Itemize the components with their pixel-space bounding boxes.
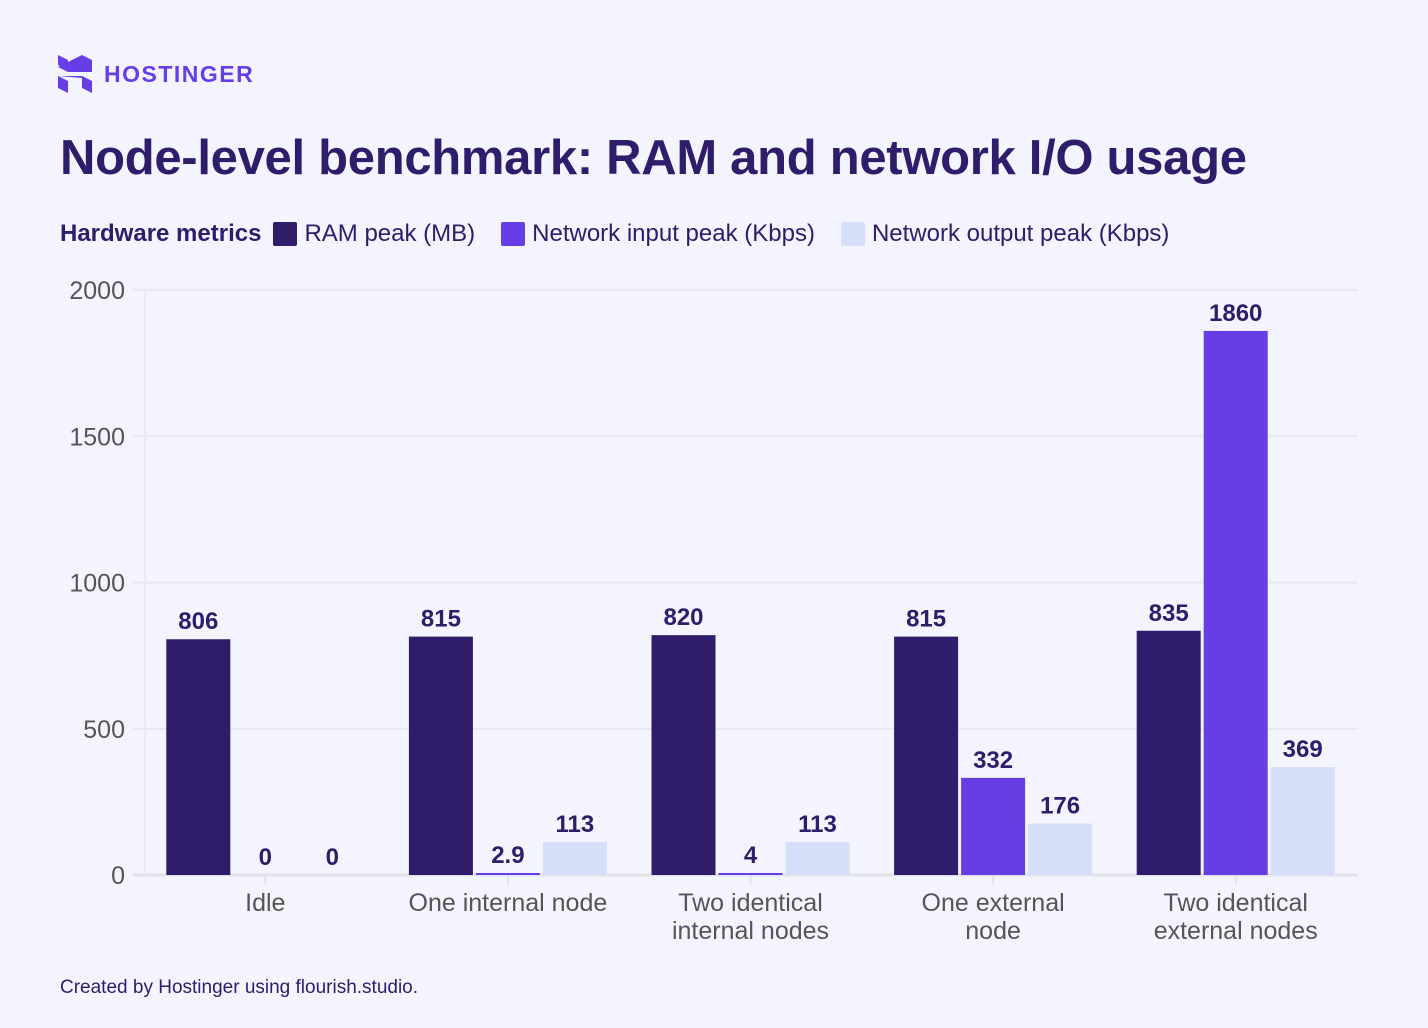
data-label: 820 bbox=[663, 604, 703, 631]
x-tick-label: internal nodes bbox=[672, 917, 829, 945]
legend-title: Hardware metrics bbox=[60, 220, 262, 247]
data-label: 2.9 bbox=[491, 842, 524, 869]
bar-network-output bbox=[542, 841, 607, 875]
bar-network-input bbox=[961, 777, 1026, 875]
bar-network-output bbox=[785, 841, 850, 875]
data-label: 4 bbox=[744, 842, 758, 869]
y-tick-label: 0 bbox=[111, 862, 125, 890]
x-tick-label: Idle bbox=[245, 889, 285, 917]
bar-ram bbox=[651, 635, 716, 875]
data-label: 369 bbox=[1283, 736, 1323, 763]
bar-network-input bbox=[475, 873, 540, 875]
bar-ram bbox=[166, 639, 231, 875]
data-label: 815 bbox=[906, 606, 946, 633]
x-tick-label: Two identical bbox=[1163, 889, 1308, 917]
data-label: 815 bbox=[421, 606, 461, 633]
data-label: 113 bbox=[798, 811, 837, 838]
data-label: 332 bbox=[973, 747, 1013, 774]
hostinger-logo: HOSTINGER bbox=[58, 55, 254, 93]
data-label: 113 bbox=[556, 811, 595, 838]
legend-label: Network input peak (Kbps) bbox=[532, 220, 815, 247]
bar-ram bbox=[894, 636, 959, 875]
x-tick-label: node bbox=[965, 917, 1021, 945]
legend-item-ram[interactable]: RAM peak (MB) bbox=[273, 220, 475, 248]
bar-ram bbox=[1136, 630, 1201, 875]
data-label: 806 bbox=[178, 608, 218, 635]
legend-swatch bbox=[273, 222, 298, 246]
footer-credit: Created by Hostinger using flourish.stud… bbox=[60, 977, 419, 998]
y-tick-label: 2000 bbox=[69, 277, 125, 305]
x-tick-label: Two identical bbox=[678, 889, 823, 917]
data-label: 0 bbox=[326, 844, 339, 871]
legend-swatch bbox=[501, 222, 526, 246]
bar-ram bbox=[408, 636, 473, 875]
bar-network-output bbox=[1270, 767, 1335, 875]
legend-label: RAM peak (MB) bbox=[304, 220, 476, 247]
y-tick-label: 500 bbox=[83, 716, 125, 744]
legend-swatch bbox=[840, 222, 865, 246]
legend-item-network-output[interactable]: Network output peak (Kbps) bbox=[840, 220, 1170, 248]
legend-label: Network output peak (Kbps) bbox=[871, 220, 1170, 247]
data-label: 0 bbox=[259, 844, 272, 871]
x-tick-label: One external bbox=[922, 889, 1065, 917]
x-tick-label: One internal node bbox=[409, 889, 608, 917]
data-label: 1860 bbox=[1209, 300, 1262, 327]
legend: Hardware metrics RAM peak (MB) Network i… bbox=[60, 220, 1195, 248]
bar-network-output bbox=[1028, 823, 1093, 875]
data-label: 835 bbox=[1149, 600, 1189, 627]
bar-network-input bbox=[718, 873, 783, 875]
x-tick-label: external nodes bbox=[1154, 917, 1318, 945]
bar-network-input bbox=[1203, 330, 1268, 875]
hostinger-h-icon bbox=[58, 55, 92, 93]
y-tick-label: 1500 bbox=[69, 423, 125, 451]
legend-item-network-input[interactable]: Network input peak (Kbps) bbox=[501, 220, 815, 248]
y-tick-label: 1000 bbox=[69, 570, 125, 598]
chart-title: Node-level benchmark: RAM and network I/… bbox=[60, 131, 1247, 185]
brand-name: HOSTINGER bbox=[104, 60, 255, 87]
data-label: 176 bbox=[1040, 793, 1080, 820]
